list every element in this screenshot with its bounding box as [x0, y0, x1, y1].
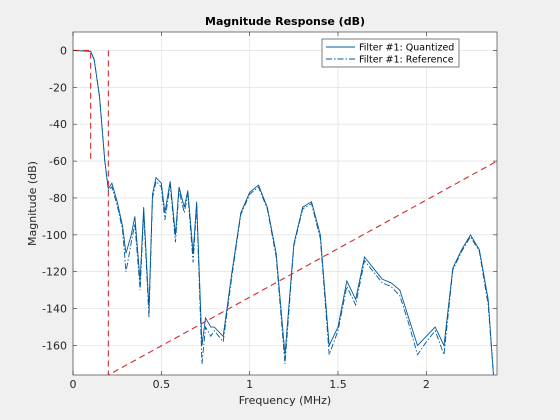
plot-area[interactable] [73, 32, 497, 375]
chart-title: Magnitude Response (dB) [205, 15, 365, 28]
legend-box [321, 38, 460, 68]
series-group [73, 49, 494, 375]
mask-line-stopband [107, 50, 497, 375]
x-tick-label: 1 [246, 378, 253, 391]
mask-group [73, 49, 497, 375]
y-tick-label: -40 [49, 118, 67, 131]
x-tick-label: 1.5 [329, 378, 347, 391]
ticks: 0 0.5 1 1.5 2 0 -20 -40 -60 -80 -100 -120 -140 -160 [42, 32, 497, 391]
x-tick-label: 2 [423, 378, 430, 391]
y-tick-label: -140 [42, 303, 67, 316]
grid [72, 32, 497, 375]
series-line-quantized [73, 49, 494, 375]
mask-line-passband [73, 49, 92, 162]
y-tick-label: -100 [42, 229, 67, 242]
y-tick-label: -20 [49, 81, 67, 94]
legend-label: Filter #1: Reference [359, 55, 454, 66]
plot-border [72, 31, 498, 376]
y-tick-label: -160 [42, 339, 67, 352]
y-axis-title: Magnitude (dB) [26, 161, 39, 246]
y-tick-label: -80 [49, 192, 67, 205]
x-tick-label: 0.5 [153, 378, 171, 391]
legend-label: Filter #1: Quantized [359, 43, 454, 54]
y-tick-label: -120 [42, 266, 67, 279]
x-axis-title: Frequency (MHz) [239, 394, 331, 407]
x-tick-label: 0 [70, 378, 77, 391]
y-tick-label: 0 [60, 44, 67, 57]
y-tick-label: -60 [49, 155, 67, 168]
